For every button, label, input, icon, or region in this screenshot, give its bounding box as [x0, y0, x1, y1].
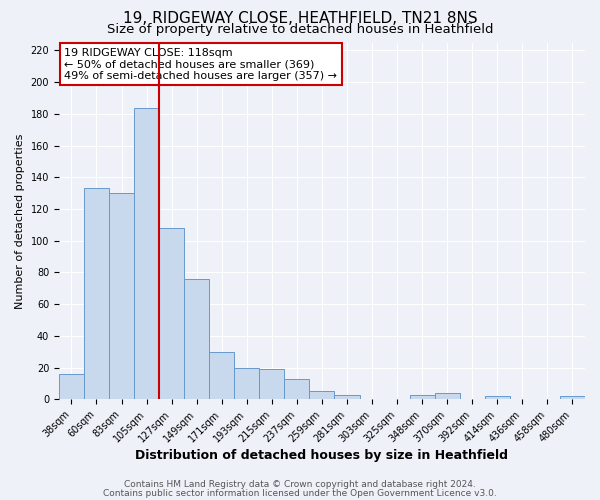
Bar — [159, 228, 184, 400]
Text: 19, RIDGEWAY CLOSE, HEATHFIELD, TN21 8NS: 19, RIDGEWAY CLOSE, HEATHFIELD, TN21 8NS — [122, 11, 478, 26]
Bar — [209, 352, 234, 400]
Text: Contains HM Land Registry data © Crown copyright and database right 2024.: Contains HM Land Registry data © Crown c… — [124, 480, 476, 489]
Bar — [134, 108, 159, 400]
Bar — [310, 392, 334, 400]
Bar — [84, 188, 109, 400]
Bar — [485, 396, 510, 400]
Text: 19 RIDGEWAY CLOSE: 118sqm
← 50% of detached houses are smaller (369)
49% of semi: 19 RIDGEWAY CLOSE: 118sqm ← 50% of detac… — [64, 48, 337, 81]
Bar — [234, 368, 259, 400]
X-axis label: Distribution of detached houses by size in Heathfield: Distribution of detached houses by size … — [136, 450, 508, 462]
Bar — [334, 394, 359, 400]
Y-axis label: Number of detached properties: Number of detached properties — [15, 133, 25, 308]
Bar — [109, 193, 134, 400]
Bar — [259, 369, 284, 400]
Text: Size of property relative to detached houses in Heathfield: Size of property relative to detached ho… — [107, 22, 493, 36]
Bar — [284, 378, 310, 400]
Bar — [59, 374, 84, 400]
Bar — [560, 396, 585, 400]
Text: Contains public sector information licensed under the Open Government Licence v3: Contains public sector information licen… — [103, 488, 497, 498]
Bar — [410, 394, 434, 400]
Bar — [434, 393, 460, 400]
Bar — [184, 279, 209, 400]
